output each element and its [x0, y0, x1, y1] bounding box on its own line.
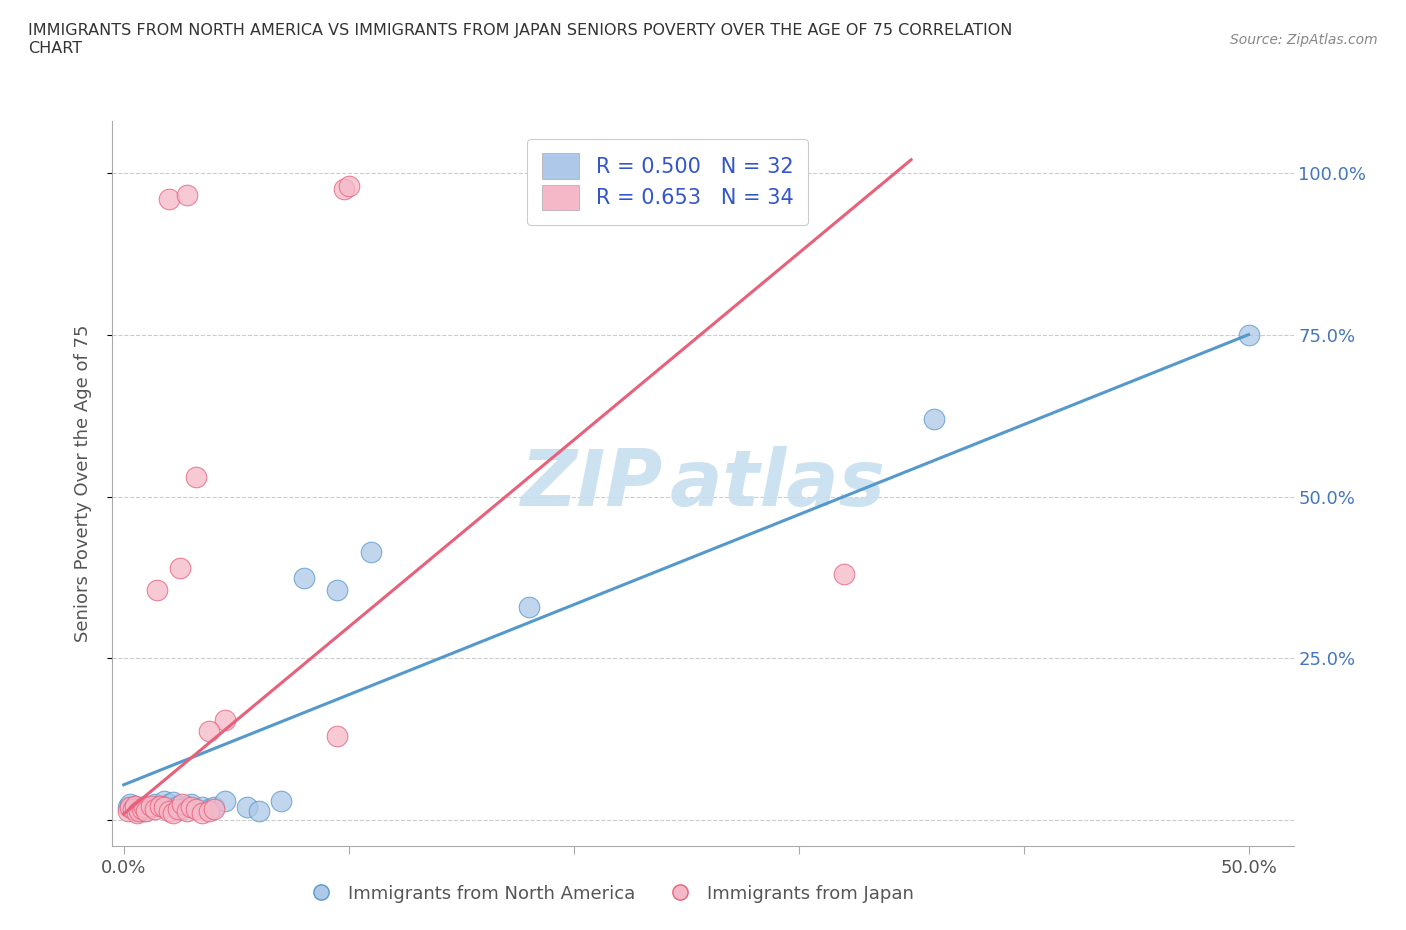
Point: [180, 797, 202, 812]
Point: [157, 804, 180, 818]
Point: [149, 799, 172, 814]
Point: [120, 800, 142, 815]
Point: [832, 567, 855, 582]
Point: [121, 802, 143, 817]
Point: [127, 805, 149, 820]
Point: [162, 805, 184, 820]
Point: [270, 793, 292, 808]
Point: [153, 793, 176, 808]
Point: [166, 802, 188, 817]
Point: [135, 799, 157, 814]
Point: [143, 802, 166, 817]
Point: [124, 799, 146, 814]
Point: [131, 800, 153, 815]
Point: [172, 797, 194, 812]
Y-axis label: Seniors Poverty Over the Age of 75: Seniors Poverty Over the Age of 75: [73, 325, 91, 643]
Point: [128, 802, 150, 817]
Point: [143, 797, 166, 812]
Point: [153, 800, 176, 815]
Point: [191, 805, 214, 820]
Point: [198, 724, 221, 738]
Point: [326, 729, 349, 744]
Text: Source: ZipAtlas.com: Source: ZipAtlas.com: [1230, 33, 1378, 46]
Point: [121, 802, 143, 817]
Point: [117, 800, 139, 815]
Point: [337, 179, 360, 193]
Point: [360, 544, 382, 559]
Point: [127, 804, 149, 818]
Point: [184, 470, 207, 485]
Legend: Immigrants from North America, Immigrants from Japan: Immigrants from North America, Immigrant…: [295, 877, 921, 910]
Point: [247, 804, 270, 818]
Point: [139, 800, 162, 815]
Point: [162, 795, 184, 810]
Point: [184, 802, 207, 817]
Point: [117, 804, 139, 818]
Point: [135, 804, 157, 818]
Point: [191, 800, 214, 815]
Point: [146, 583, 169, 598]
Point: [139, 799, 162, 814]
Point: [198, 804, 221, 818]
Point: [149, 799, 172, 814]
Point: [202, 802, 225, 817]
Point: [292, 570, 315, 585]
Text: ZIP atlas: ZIP atlas: [520, 445, 886, 522]
Point: [176, 799, 198, 814]
Point: [157, 797, 180, 812]
Point: [1237, 327, 1260, 342]
Point: [132, 804, 155, 818]
Point: [132, 800, 155, 815]
Point: [172, 802, 194, 817]
Point: [333, 181, 356, 196]
Point: [202, 800, 225, 815]
Point: [166, 799, 188, 814]
Point: [169, 561, 191, 576]
Point: [326, 583, 349, 598]
Point: [922, 411, 945, 426]
Point: [214, 712, 236, 727]
Point: [157, 192, 180, 206]
Point: [120, 797, 142, 812]
Point: [180, 800, 202, 815]
Point: [128, 804, 150, 818]
Point: [198, 802, 221, 817]
Text: IMMIGRANTS FROM NORTH AMERICA VS IMMIGRANTS FROM JAPAN SENIORS POVERTY OVER THE : IMMIGRANTS FROM NORTH AMERICA VS IMMIGRA…: [28, 23, 1012, 56]
Point: [176, 188, 198, 203]
Point: [236, 800, 259, 815]
Point: [131, 802, 153, 817]
Point: [124, 799, 146, 814]
Point: [517, 599, 540, 614]
Point: [176, 804, 198, 818]
Point: [214, 793, 236, 808]
